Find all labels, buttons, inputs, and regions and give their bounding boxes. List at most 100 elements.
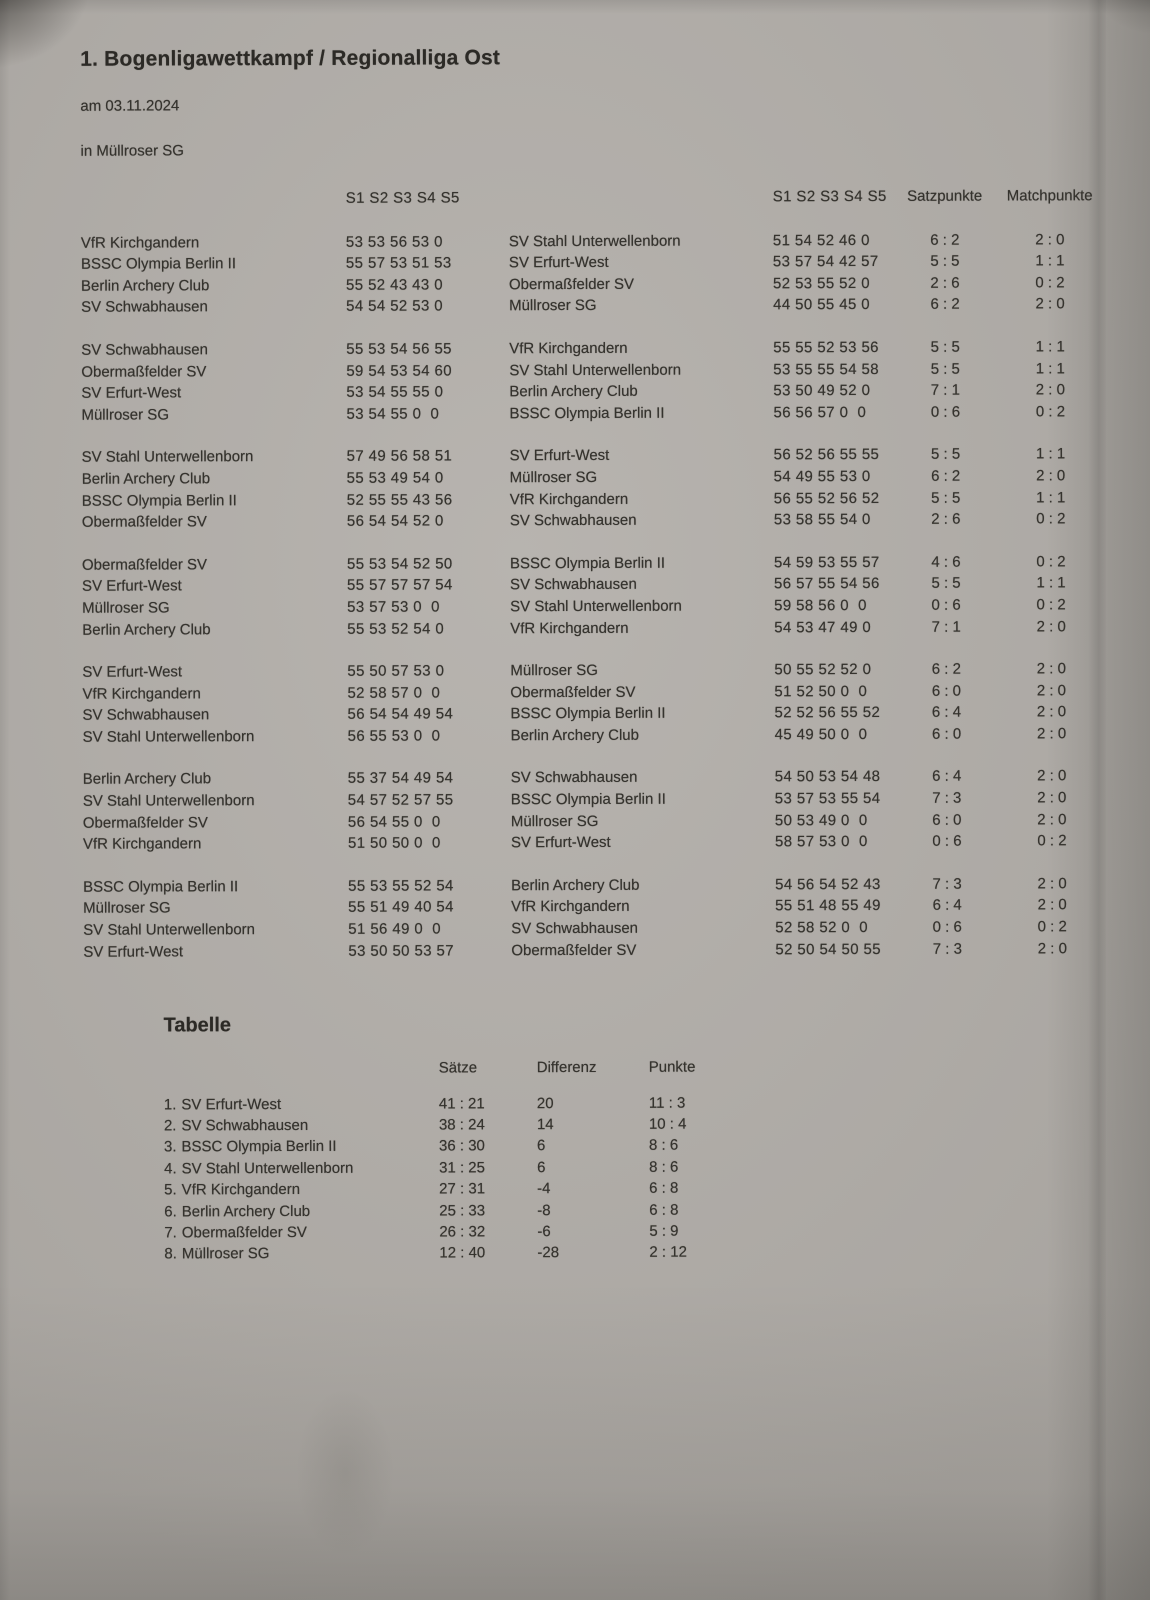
away-set-scores: 54 53 47 49 0 (774, 618, 872, 636)
home-set-scores: 51 56 49 0 0 (348, 920, 442, 938)
satzpunkte-value: 0 : 6 (930, 403, 961, 421)
match-row: Müllroser SG 53 54 55 0 0 BSSC Olympia Ber… (81, 401, 1150, 426)
away-team-name: SV Schwabhausen (511, 919, 639, 938)
satzpunkte-value: 6 : 4 (932, 768, 962, 786)
away-team-name: SV Schwabhausen (510, 769, 638, 787)
punkte-value: 8 : 6 (648, 1137, 679, 1155)
home-team-name: Obermaßfelder SV (81, 555, 208, 574)
home-team-name: Berlin Archery Club (82, 620, 211, 639)
away-team-name: VfR Kirchgandern (511, 898, 630, 916)
away-team-name: SV Erfurt-West (508, 254, 609, 272)
satzpunkte-value: 4 : 6 (931, 553, 961, 571)
away-team-name: VfR Kirchgandern (510, 619, 629, 637)
standings-team-name: Berlin Archery Club (181, 1202, 311, 1221)
home-team-name: Müllroser SG (83, 899, 171, 918)
satzpunkte-value: 5 : 5 (931, 574, 961, 593)
sets-header-right: S1 S2 S3 S4 S5 (772, 187, 887, 206)
standings-team-cell: 6. Berlin Archery Club (164, 1200, 439, 1222)
away-set-scores: 58 57 53 0 0 (774, 833, 868, 851)
away-team-name: Müllroser SG (509, 468, 598, 487)
matchpunkte-value: 0 : 2 (1035, 274, 1065, 292)
standings-team-cell: 8. Müllroser SG (164, 1243, 439, 1265)
matchpunkte-value: 2 : 0 (1037, 789, 1067, 807)
satzpunkte-value: 6 : 2 (931, 660, 961, 678)
matchpunkte-value: 2 : 0 (1035, 381, 1065, 399)
home-set-scores: 55 53 54 52 50 (346, 555, 453, 573)
standings-team-name: SV Stahl Unterwellenborn (181, 1159, 354, 1178)
punkte-value: 5 : 9 (649, 1222, 679, 1240)
away-team-name: SV Stahl Unterwellenborn (508, 232, 681, 250)
home-set-scores: 53 57 53 0 0 (347, 598, 440, 616)
home-team-name: BSSC Olympia Berlin II (83, 878, 239, 896)
home-set-scores: 54 57 52 57 55 (347, 791, 454, 809)
differenz-value: 6 (537, 1158, 546, 1176)
home-team-name: SV Stahl Unterwellenborn (82, 727, 255, 746)
away-team-name: SV Erfurt-West (510, 834, 611, 852)
away-set-scores: 55 55 52 53 56 (773, 338, 879, 357)
satzpunkte-value: 6 : 4 (932, 897, 962, 915)
away-team-name: Müllroser SG (510, 662, 598, 680)
match-row: SV Schwabhausen 54 54 52 53 0 Müllroser SG… (81, 293, 1150, 318)
satzpunkte-value: 5 : 5 (930, 252, 960, 270)
matchpunkte-value: 2 : 0 (1037, 896, 1067, 914)
matchpunkte-value: 2 : 0 (1036, 660, 1066, 678)
punkte-value: 6 : 8 (649, 1201, 679, 1219)
satzpunkte-value: 2 : 6 (931, 510, 961, 528)
standings-rank: 7. (164, 1224, 177, 1242)
matchpunkte-value: 0 : 2 (1037, 832, 1067, 850)
away-team-name: BSSC Olympia Berlin II (509, 554, 666, 572)
home-team-name: Müllroser SG (82, 599, 170, 617)
standings-rank: 1. (163, 1096, 177, 1114)
away-team-name: BSSC Olympia Berlin II (510, 704, 666, 723)
satzpunkte-value: 6 : 2 (930, 296, 960, 314)
satzpunkte-value: 6 : 0 (931, 725, 962, 743)
away-set-scores: 54 49 55 53 0 (773, 467, 871, 486)
differenz-value: -6 (537, 1223, 551, 1241)
away-team-name: VfR Kirchgandern (509, 490, 629, 508)
away-set-scores: 44 50 55 45 0 (773, 296, 871, 314)
standings-team-cell: 3. BSSC Olympia Berlin II (164, 1136, 439, 1158)
home-set-scores: 55 51 49 40 54 (348, 898, 454, 917)
home-set-scores: 55 53 55 52 54 (348, 877, 454, 895)
home-set-scores: 51 50 50 0 0 (347, 834, 441, 853)
standings-team-cell: 5. VfR Kirchgandern (164, 1179, 439, 1201)
home-set-scores: 55 53 54 56 55 (346, 340, 452, 358)
away-set-scores: 52 53 55 52 0 (772, 274, 870, 293)
match-block: SV Schwabhausen 55 53 54 56 55 VfR Kirchga… (81, 336, 1150, 426)
standings-rank: 2. (163, 1117, 177, 1135)
away-set-scores: 54 59 53 55 57 (773, 553, 880, 572)
match-block: Obermaßfelder SV 55 53 54 52 50 BSSC Olymp… (82, 551, 1150, 641)
matchpunkte-value: 2 : 0 (1035, 230, 1065, 248)
home-set-scores: 56 54 54 52 0 (346, 512, 444, 530)
differenz-header: Differenz (536, 1059, 597, 1077)
standings-header-row: Sätze Differenz Punkte (164, 1055, 1150, 1080)
away-set-scores: 52 52 56 55 52 (774, 704, 881, 722)
differenz-value: -8 (537, 1201, 551, 1219)
home-set-scores: 55 57 57 57 54 (347, 576, 453, 595)
away-set-scores: 59 58 56 0 0 (774, 596, 867, 615)
event-venue: in Müllroser SG (80, 142, 184, 160)
spacer (509, 201, 773, 202)
match-block: BSSC Olympia Berlin II 55 53 55 52 54 Berl… (83, 873, 1150, 963)
away-set-scores: 53 57 53 55 54 (774, 789, 881, 808)
home-set-scores: 56 55 53 0 0 (347, 727, 441, 745)
matchpunkte-value: 1 : 1 (1035, 252, 1065, 270)
matchpunkte-value: 1 : 1 (1035, 445, 1066, 463)
away-set-scores: 56 57 55 54 56 (774, 575, 880, 593)
away-team-name: BSSC Olympia Berlin II (510, 790, 666, 809)
punkte-value: 8 : 6 (649, 1158, 679, 1176)
home-set-scores: 55 52 43 43 0 (345, 276, 443, 294)
home-team-name: Obermaßfelder SV (82, 813, 208, 832)
match-row: Obermaßfelder SV 56 54 54 52 0 SV Schwabha… (82, 508, 1150, 533)
away-set-scores: 52 50 54 50 55 (775, 940, 882, 958)
home-set-scores: 55 53 49 54 0 (346, 469, 444, 487)
event-date: am 03.11.2024 (80, 97, 180, 115)
away-team-name: BSSC Olympia Berlin II (509, 404, 665, 422)
matchpunkte-value: 2 : 0 (1036, 467, 1066, 485)
home-team-name: SV Schwabhausen (81, 298, 208, 317)
away-set-scores: 56 52 56 55 55 (773, 446, 880, 464)
standings-rank: 5. (164, 1181, 177, 1199)
satzpunkte-value: 7 : 3 (932, 789, 962, 807)
satzpunkte-value: 7 : 3 (932, 940, 962, 958)
